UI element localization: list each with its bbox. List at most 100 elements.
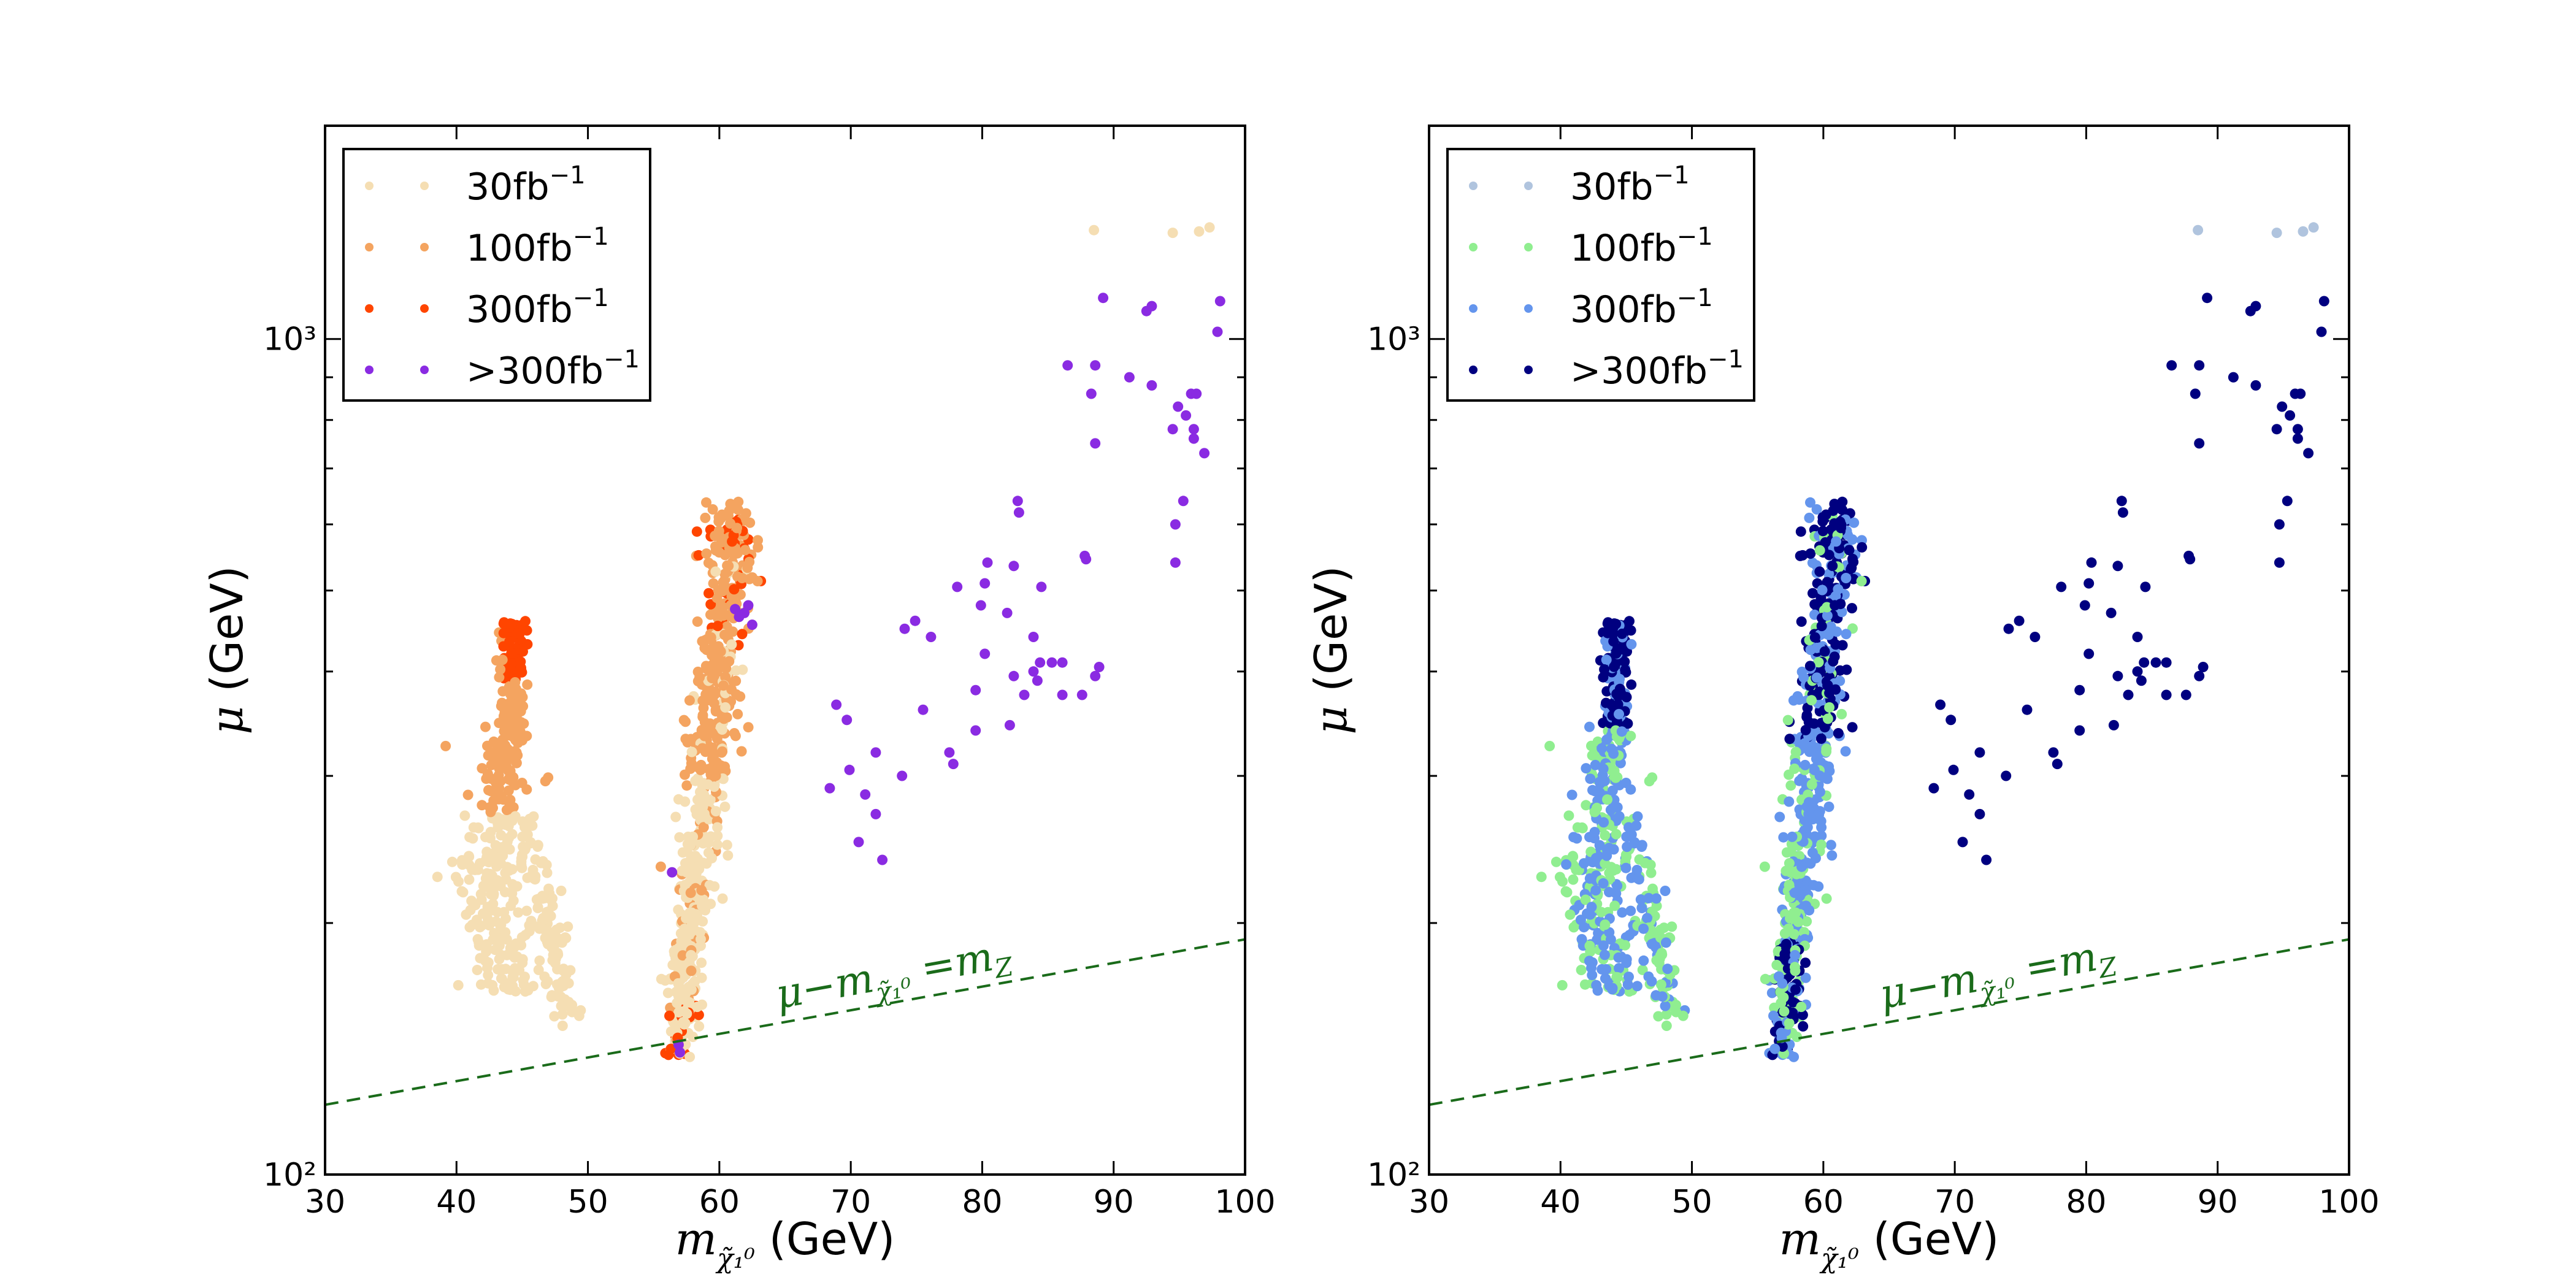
data-point (1957, 837, 1968, 848)
data-point (1611, 829, 1622, 840)
data-point (1974, 747, 1985, 758)
data-point (684, 997, 694, 1008)
data-point (1784, 880, 1795, 891)
data-point (510, 708, 520, 719)
data-point (675, 928, 686, 939)
data-point (1806, 779, 1817, 790)
data-point (1576, 933, 1587, 945)
data-point (686, 746, 697, 757)
data-point (1557, 979, 1568, 991)
data-point (1798, 672, 1809, 683)
data-point (1800, 759, 1811, 770)
data-point (667, 867, 678, 878)
data-point (2140, 581, 2151, 592)
data-point (1809, 599, 1820, 610)
x-tick-label: 90 (2198, 1184, 2238, 1221)
data-point (477, 763, 488, 774)
data-point (712, 830, 723, 841)
data-point (2194, 670, 2205, 681)
legend-label: 100fb−1 (1570, 223, 1713, 270)
data-point (521, 730, 532, 742)
data-point (680, 858, 691, 868)
data-point (1833, 728, 1844, 738)
data-point (692, 1002, 703, 1013)
data-point (1598, 940, 1609, 951)
data-point (2274, 557, 2285, 568)
data-point (1788, 907, 1799, 918)
data-point (1013, 507, 1024, 518)
data-point (1788, 1051, 1800, 1062)
data-point (2112, 561, 2123, 572)
data-point (1646, 976, 1657, 987)
data-point (1784, 1018, 1795, 1029)
data-point (1823, 629, 1834, 640)
data-point (1816, 822, 1827, 833)
data-point (557, 1009, 568, 1020)
data-point (513, 628, 524, 639)
data-point (877, 854, 888, 865)
data-point (1849, 517, 1860, 528)
data-point (719, 761, 730, 772)
data-point (522, 679, 533, 690)
data-point (2285, 410, 2296, 421)
data-point (1638, 923, 1649, 934)
data-point (746, 619, 757, 631)
data-point (719, 569, 730, 580)
data-point (556, 937, 567, 948)
data-point (1801, 916, 1812, 927)
data-point (1803, 797, 1814, 808)
data-point (1589, 827, 1600, 838)
data-point (705, 718, 716, 729)
data-point (475, 979, 486, 990)
data-point (1841, 629, 1852, 640)
data-point (1653, 1011, 1664, 1022)
data-point (697, 743, 708, 754)
data-point (501, 805, 512, 815)
data-point (1790, 965, 1801, 976)
data-point (1565, 909, 1576, 920)
data-point (824, 783, 835, 794)
data-point (1836, 708, 1847, 719)
data-point (495, 775, 506, 786)
data-point (1004, 719, 1015, 730)
data-point (1601, 686, 1612, 697)
data-point (1571, 864, 1582, 875)
data-point (1094, 662, 1105, 672)
data-point (1837, 496, 1848, 507)
data-point (476, 894, 487, 905)
data-point (522, 639, 533, 650)
legend-marker (365, 304, 374, 313)
data-point (1801, 900, 1812, 911)
data-point (1590, 853, 1601, 864)
data-point (1623, 972, 1634, 983)
data-point (719, 550, 730, 561)
data-point (1590, 750, 1601, 761)
data-point (480, 940, 491, 951)
data-point (2292, 433, 2303, 444)
data-point (2185, 554, 2196, 565)
data-point (1090, 670, 1101, 681)
legend-label: 30fb−1 (466, 161, 586, 209)
data-point (1814, 545, 1825, 556)
data-point (482, 962, 493, 973)
data-point (1586, 902, 1597, 913)
data-point (1600, 858, 1611, 869)
data-point (1623, 822, 1634, 833)
data-point (507, 829, 518, 840)
data-point (1835, 599, 1846, 610)
data-point (743, 600, 754, 611)
data-point (702, 779, 713, 790)
data-point (1797, 550, 1808, 561)
data-point (1655, 979, 1666, 990)
data-point (710, 566, 721, 577)
data-point (732, 708, 743, 719)
data-point (2079, 600, 2090, 611)
data-point (453, 876, 464, 887)
data-point (743, 722, 754, 733)
data-point (2083, 578, 2095, 589)
data-point (2161, 657, 2172, 668)
data-point (506, 772, 517, 783)
data-point (2271, 228, 2282, 239)
data-point (853, 837, 864, 848)
data-point (665, 1043, 677, 1054)
